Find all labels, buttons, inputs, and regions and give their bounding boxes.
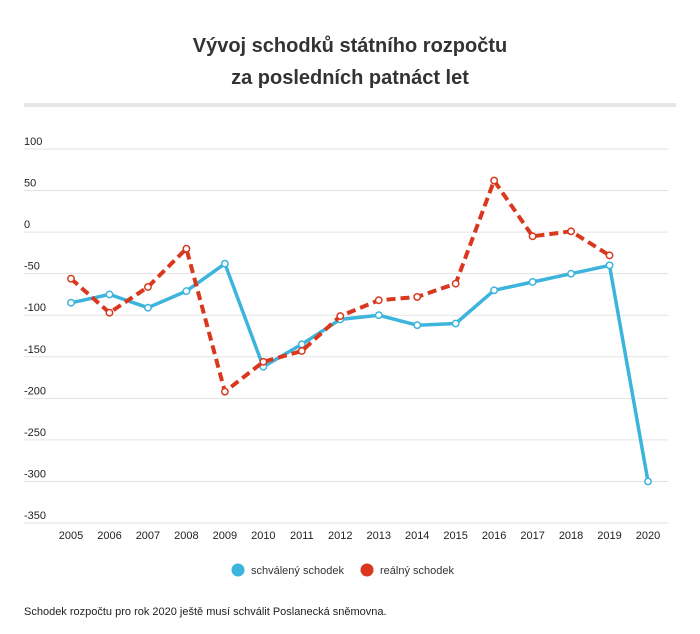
series-2-point <box>528 232 537 241</box>
footnote: Schodek rozpočtu pro rok 2020 ještě musí… <box>24 606 387 618</box>
x-tick-label: 2007 <box>136 530 160 542</box>
series-1-point <box>644 477 652 486</box>
series-1-point <box>143 303 152 312</box>
x-tick-label: 2013 <box>366 530 390 542</box>
series-1-point <box>182 287 191 296</box>
x-tick-label: 2020 <box>636 530 660 542</box>
y-tick-label: -250 <box>24 427 46 439</box>
x-tick-label: 2011 <box>290 530 314 542</box>
series-2-point <box>374 296 383 305</box>
y-tick-label: -350 <box>24 510 46 522</box>
legend-label-1: schválený schodek <box>251 565 344 577</box>
series-1-point <box>528 278 537 286</box>
y-tick-label: -200 <box>24 385 46 397</box>
y-tick-label: -300 <box>24 468 46 480</box>
y-tick-label: 50 <box>24 178 36 190</box>
x-tick-label: 2009 <box>213 530 237 542</box>
y-tick-label: -100 <box>24 302 46 314</box>
x-tick-label: 2014 <box>405 530 429 542</box>
x-tick-label: 2005 <box>59 530 83 542</box>
legend-marker-2 <box>360 563 374 577</box>
series-2-point <box>490 176 499 185</box>
x-tick-label: 2017 <box>520 530 544 542</box>
series-1-point <box>67 298 75 307</box>
series-1-point <box>567 269 576 278</box>
x-tick-label: 2018 <box>559 530 583 542</box>
series-2-point <box>336 312 345 321</box>
series-2-point <box>259 357 268 366</box>
x-tick-label: 2016 <box>482 530 506 542</box>
series-1-point <box>220 259 229 268</box>
series-2-point <box>220 387 229 396</box>
x-tick-label: 2006 <box>97 530 121 542</box>
chart-title-line-2: za posledních patnáct let <box>231 67 469 89</box>
series-2-point <box>143 283 152 291</box>
series-2-point <box>605 251 614 260</box>
legend-marker-1 <box>231 563 245 577</box>
x-tick-label: 2012 <box>328 530 352 542</box>
series-1-point <box>451 319 460 328</box>
x-tick-label: 2008 <box>174 530 198 542</box>
line-chart: 100 50 0 -50 -100 -150 -200 -250 -300 -350 2005 200… <box>24 136 668 577</box>
series-2-point <box>67 274 75 283</box>
x-tick-label: 2010 <box>251 530 275 542</box>
series-2-point <box>413 292 422 301</box>
y-tick-label: 0 <box>24 219 30 231</box>
series-2-point <box>567 227 576 236</box>
series-1-point <box>605 261 614 270</box>
chart-title: Vývoj schodků státního rozpočtu za posle… <box>0 30 700 94</box>
series-1-point <box>105 290 114 299</box>
series-1-point <box>374 311 383 320</box>
x-tick-label: 2019 <box>597 530 621 542</box>
series-2-point <box>451 279 460 288</box>
series-2-point <box>297 347 306 355</box>
title-divider <box>24 103 676 107</box>
series-2-point <box>182 244 191 253</box>
y-tick-label: -50 <box>24 261 40 273</box>
series-2-point <box>105 308 114 317</box>
x-tick-label: 2015 <box>443 530 467 542</box>
legend-label-2: reálný schodek <box>380 565 454 577</box>
series-1-point <box>413 321 422 330</box>
y-tick-label: 100 <box>24 136 42 148</box>
y-tick-label: -150 <box>24 344 46 356</box>
series-line-1 <box>69 261 650 484</box>
chart-title-line-1: Vývoj schodků státního rozpočtu <box>192 35 508 57</box>
series-1-point <box>490 286 499 295</box>
